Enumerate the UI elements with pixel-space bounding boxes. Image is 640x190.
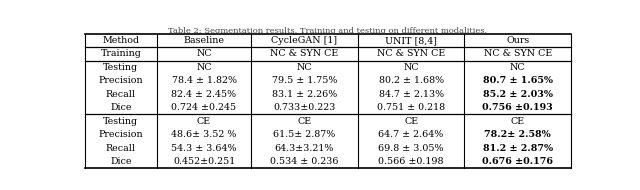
Text: 0.751 ± 0.218: 0.751 ± 0.218 — [377, 103, 445, 112]
Text: NC: NC — [196, 63, 212, 72]
Text: 48.6± 3.52 %: 48.6± 3.52 % — [172, 130, 237, 139]
Text: CE: CE — [197, 117, 211, 126]
Text: NC: NC — [196, 49, 212, 58]
Text: 64.7 ± 2.64%: 64.7 ± 2.64% — [378, 130, 444, 139]
Text: 84.7 ± 2.13%: 84.7 ± 2.13% — [378, 90, 444, 99]
Text: Testing: Testing — [103, 63, 138, 72]
Text: Testing: Testing — [103, 117, 138, 126]
Text: 80.7 ± 1.65%: 80.7 ± 1.65% — [483, 76, 553, 85]
Text: 0.724 ±0.245: 0.724 ±0.245 — [172, 103, 237, 112]
Text: 69.8 ± 3.05%: 69.8 ± 3.05% — [378, 143, 444, 153]
Text: 78.4 ± 1.82%: 78.4 ± 1.82% — [172, 76, 237, 85]
Text: Dice: Dice — [110, 157, 132, 166]
Text: CycleGAN [1]: CycleGAN [1] — [271, 36, 337, 45]
Text: 81.2 ± 2.87%: 81.2 ± 2.87% — [483, 143, 553, 153]
Text: 79.5 ± 1.75%: 79.5 ± 1.75% — [272, 76, 337, 85]
Text: 0.534 ± 0.236: 0.534 ± 0.236 — [270, 157, 339, 166]
Text: CE: CE — [511, 117, 525, 126]
Text: Precision: Precision — [99, 76, 143, 85]
Text: 80.2 ± 1.68%: 80.2 ± 1.68% — [378, 76, 444, 85]
Text: Precision: Precision — [99, 130, 143, 139]
Text: NC & SYN CE: NC & SYN CE — [377, 49, 445, 58]
Text: 82.4 ± 2.45%: 82.4 ± 2.45% — [172, 90, 237, 99]
Text: 0.566 ±0.198: 0.566 ±0.198 — [378, 157, 444, 166]
Text: Baseline: Baseline — [184, 36, 225, 45]
Text: UNIT [8,4]: UNIT [8,4] — [385, 36, 437, 45]
Text: NC: NC — [296, 63, 312, 72]
Text: CE: CE — [298, 117, 312, 126]
Text: Dice: Dice — [110, 103, 132, 112]
Text: 0.452±0.251: 0.452±0.251 — [173, 157, 235, 166]
Text: Table 2: Segmentation results. Training and testing on different modalities.: Table 2: Segmentation results. Training … — [168, 27, 488, 35]
Text: NC & SYN CE: NC & SYN CE — [484, 49, 552, 58]
Text: 64.3±3.21%: 64.3±3.21% — [275, 143, 334, 153]
Text: 85.2 ± 2.03%: 85.2 ± 2.03% — [483, 90, 553, 99]
Text: 61.5± 2.87%: 61.5± 2.87% — [273, 130, 335, 139]
Text: Recall: Recall — [106, 90, 136, 99]
Text: 0.676 ±0.176: 0.676 ±0.176 — [482, 157, 553, 166]
Text: NC & SYN CE: NC & SYN CE — [270, 49, 339, 58]
Text: NC: NC — [403, 63, 419, 72]
Text: NC: NC — [510, 63, 525, 72]
Text: Recall: Recall — [106, 143, 136, 153]
Text: 0.756 ±0.193: 0.756 ±0.193 — [483, 103, 553, 112]
Text: Training: Training — [100, 49, 141, 58]
Text: 83.1 ± 2.26%: 83.1 ± 2.26% — [272, 90, 337, 99]
Text: 78.2± 2.58%: 78.2± 2.58% — [484, 130, 551, 139]
Text: 0.733±0.223: 0.733±0.223 — [273, 103, 335, 112]
Text: CE: CE — [404, 117, 418, 126]
Text: Ours: Ours — [506, 36, 529, 45]
Text: Method: Method — [102, 36, 140, 45]
Text: 54.3 ± 3.64%: 54.3 ± 3.64% — [172, 143, 237, 153]
